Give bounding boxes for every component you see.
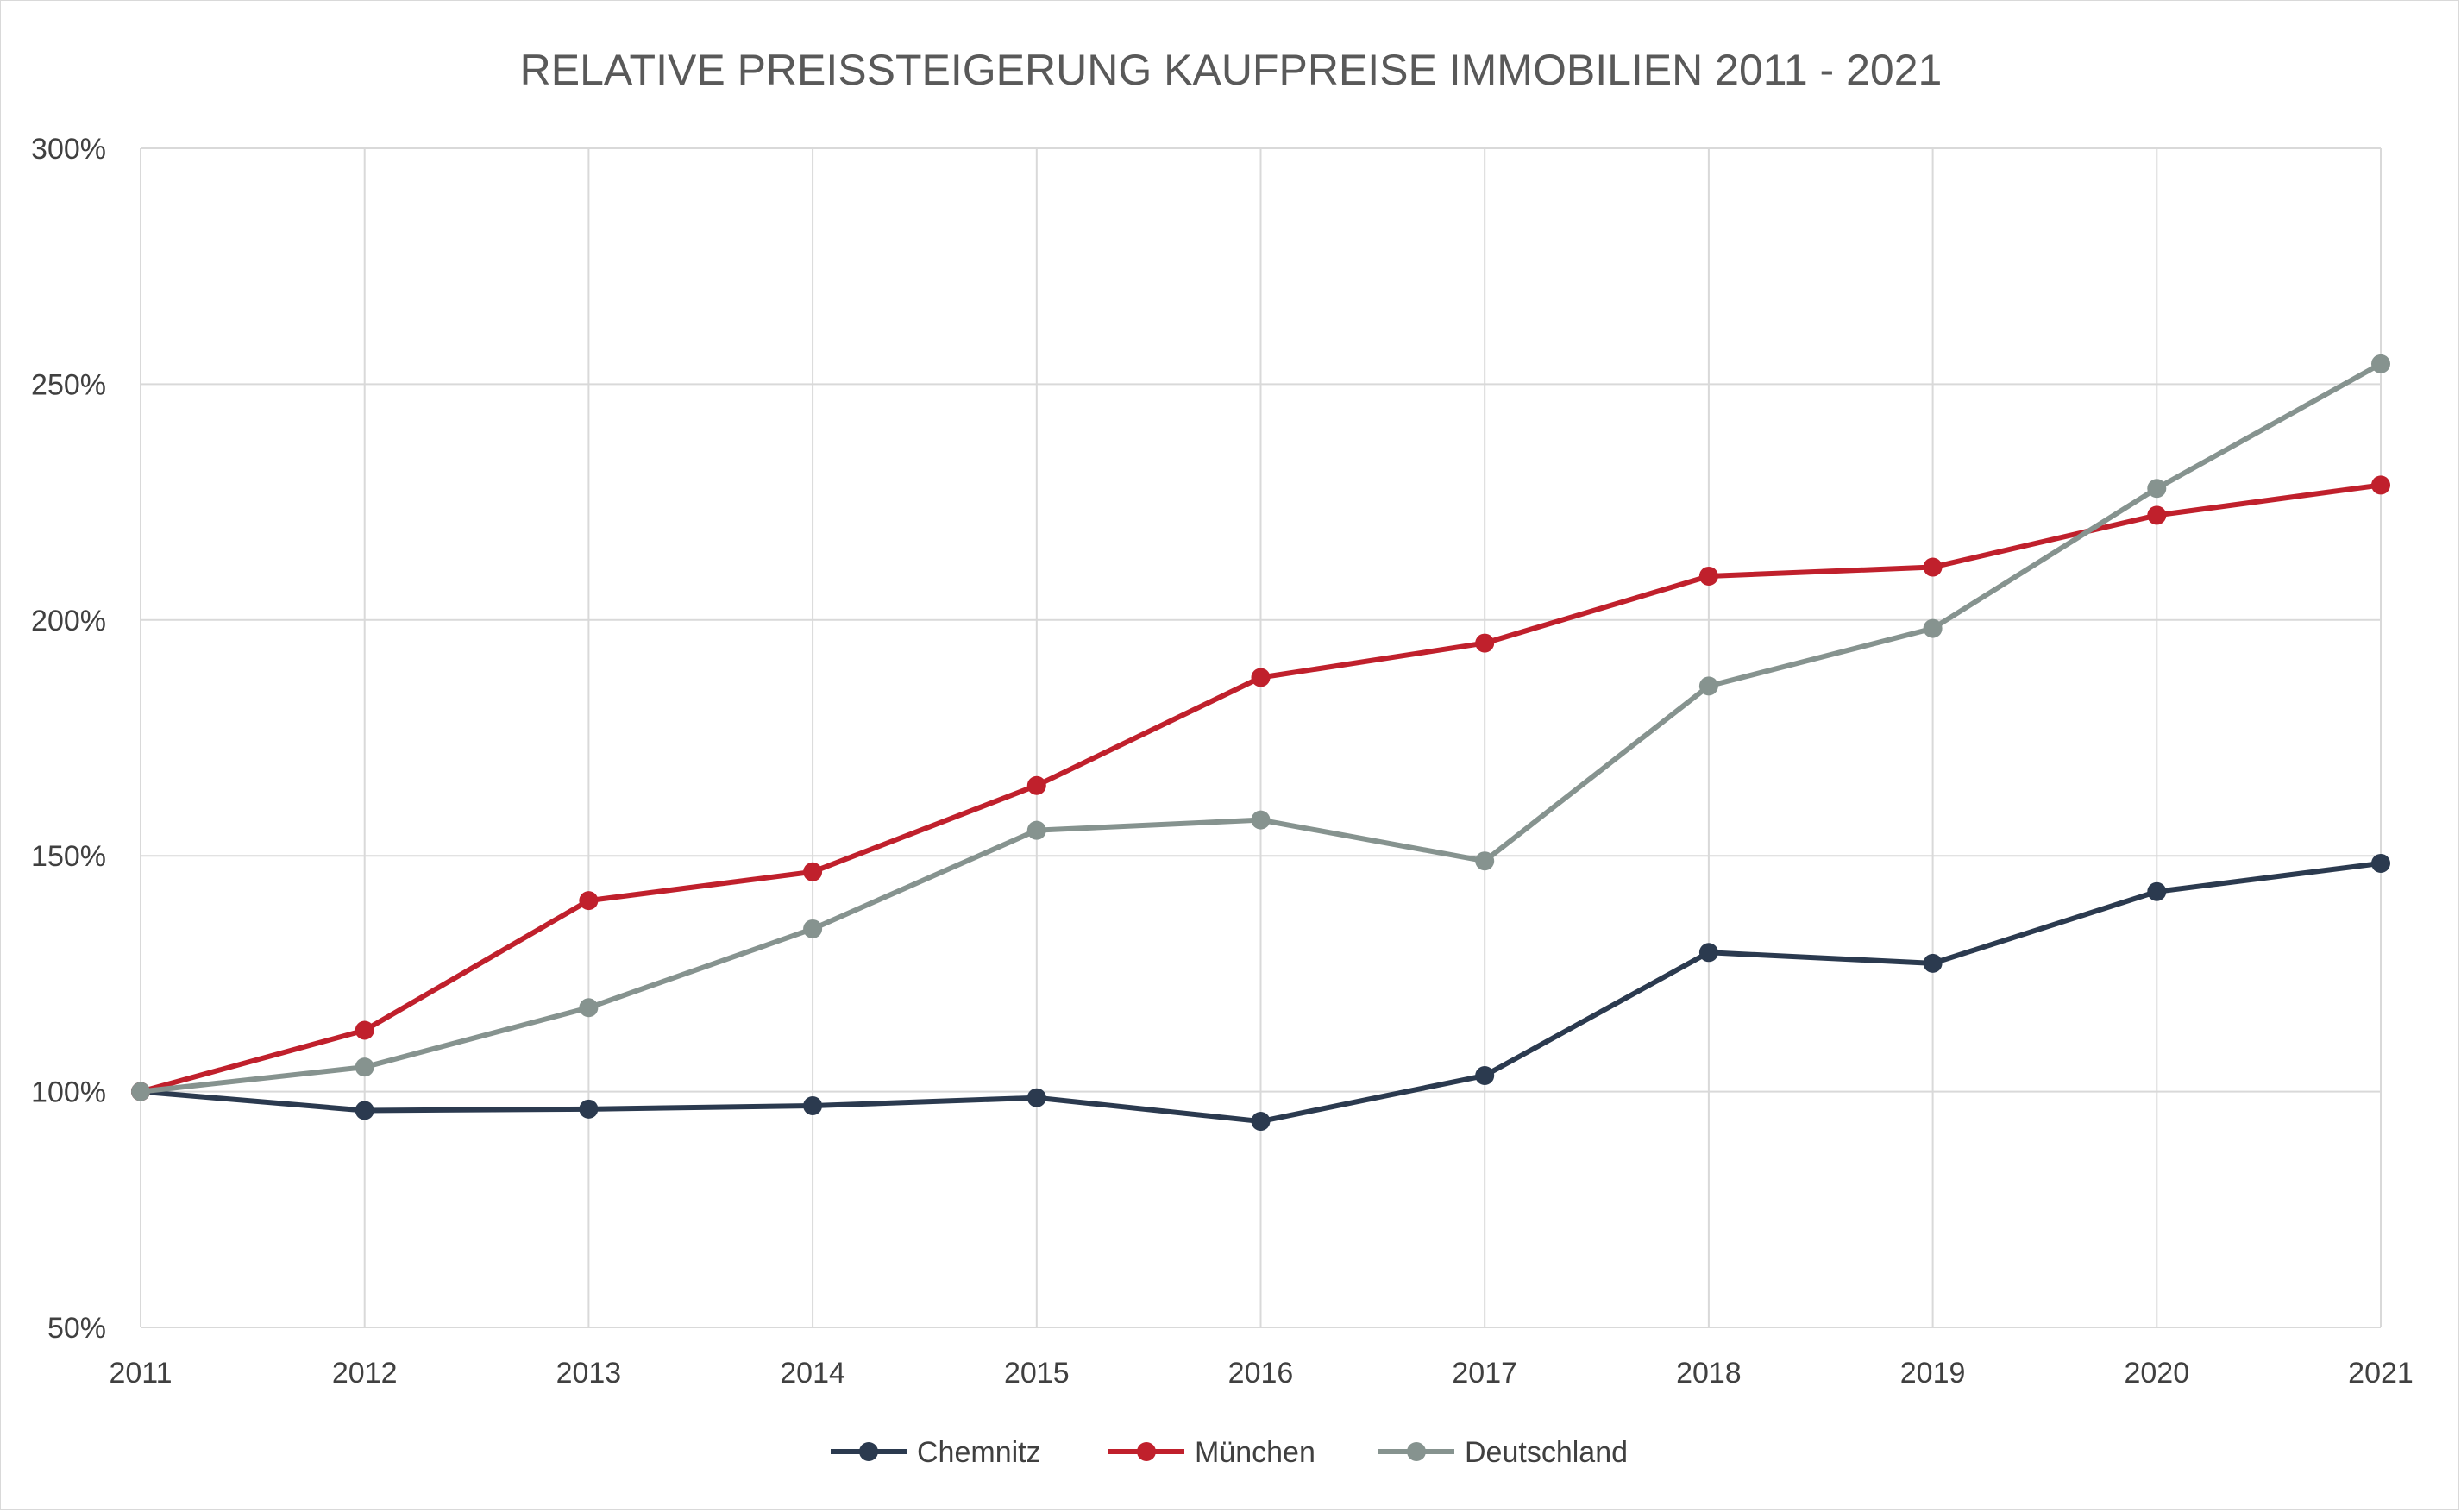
- x-tick-label: 2018: [1676, 1357, 1742, 1390]
- x-tick-label: 2019: [1900, 1357, 1966, 1390]
- grid-lines: [140, 147, 2382, 1328]
- x-tick-label: 2013: [556, 1357, 622, 1390]
- x-tick-label: 2011: [109, 1357, 172, 1390]
- data-point-münchen: [2147, 505, 2167, 525]
- x-tick-label: 2015: [1004, 1357, 1070, 1390]
- legend-marker-münchen: [1137, 1442, 1156, 1461]
- x-tick-label: 2017: [1452, 1357, 1517, 1390]
- data-point-münchen: [1923, 557, 1943, 577]
- data-point-chemnitz: [803, 1096, 823, 1116]
- data-point-münchen: [803, 862, 823, 881]
- data-point-chemnitz: [579, 1099, 599, 1119]
- data-point-deutschland: [1698, 676, 1718, 696]
- x-tick-label: 2020: [2124, 1357, 2189, 1390]
- x-tick-label: 2014: [780, 1357, 845, 1390]
- data-point-deutschland: [1475, 851, 1495, 871]
- data-point-deutschland: [803, 919, 823, 938]
- data-point-chemnitz: [1026, 1088, 1046, 1107]
- legend-marker-chemnitz: [859, 1442, 878, 1461]
- data-point-münchen: [355, 1020, 374, 1040]
- legend-marker-deutschland: [1407, 1442, 1426, 1461]
- chart-title: RELATIVE PREISSTEIGERUNG KAUFPREISE IMMO…: [520, 46, 1943, 94]
- data-point-chemnitz: [1251, 1112, 1271, 1132]
- x-tick-label: 2021: [2348, 1357, 2414, 1390]
- data-point-chemnitz: [1475, 1066, 1495, 1086]
- data-point-münchen: [1475, 633, 1495, 653]
- axes: 50% 100% 150% 200% 250% 300% 2011 2012 2013 2014 2…: [31, 133, 2414, 1390]
- y-tick-label: 100%: [31, 1076, 106, 1109]
- data-point-chemnitz: [1698, 943, 1718, 963]
- data-point-chemnitz: [1923, 953, 1943, 973]
- legend-label-deutschland: Deutschland: [1465, 1436, 1628, 1469]
- legend: Chemnitz München Deutschland: [831, 1436, 1628, 1469]
- data-point-deutschland: [2371, 354, 2390, 373]
- data-point-deutschland: [355, 1057, 374, 1077]
- x-tick-label: 2016: [1228, 1357, 1294, 1390]
- legend-label-münchen: München: [1195, 1436, 1315, 1469]
- data-point-münchen: [579, 891, 599, 911]
- data-point-deutschland: [1026, 820, 1046, 840]
- data-point-deutschland: [131, 1082, 150, 1101]
- data-point-münchen: [2371, 475, 2390, 495]
- data-point-chemnitz: [2371, 853, 2390, 873]
- data-point-münchen: [1698, 566, 1718, 586]
- y-tick-label: 50%: [47, 1312, 106, 1345]
- data-point-münchen: [1251, 668, 1271, 687]
- data-point-chemnitz: [2147, 881, 2167, 901]
- data-point-chemnitz: [355, 1101, 374, 1120]
- legend-label-chemnitz: Chemnitz: [917, 1436, 1041, 1469]
- y-tick-label: 200%: [31, 605, 106, 637]
- x-tick-label: 2012: [332, 1357, 398, 1390]
- data-point-deutschland: [1251, 810, 1271, 830]
- data-point-münchen: [1026, 775, 1046, 795]
- y-tick-label: 150%: [31, 840, 106, 873]
- data-series: [131, 354, 2390, 1132]
- data-point-deutschland: [579, 998, 599, 1018]
- data-point-deutschland: [1923, 618, 1943, 638]
- y-tick-label: 300%: [31, 133, 106, 166]
- y-tick-label: 250%: [31, 368, 106, 401]
- data-point-deutschland: [2147, 479, 2167, 499]
